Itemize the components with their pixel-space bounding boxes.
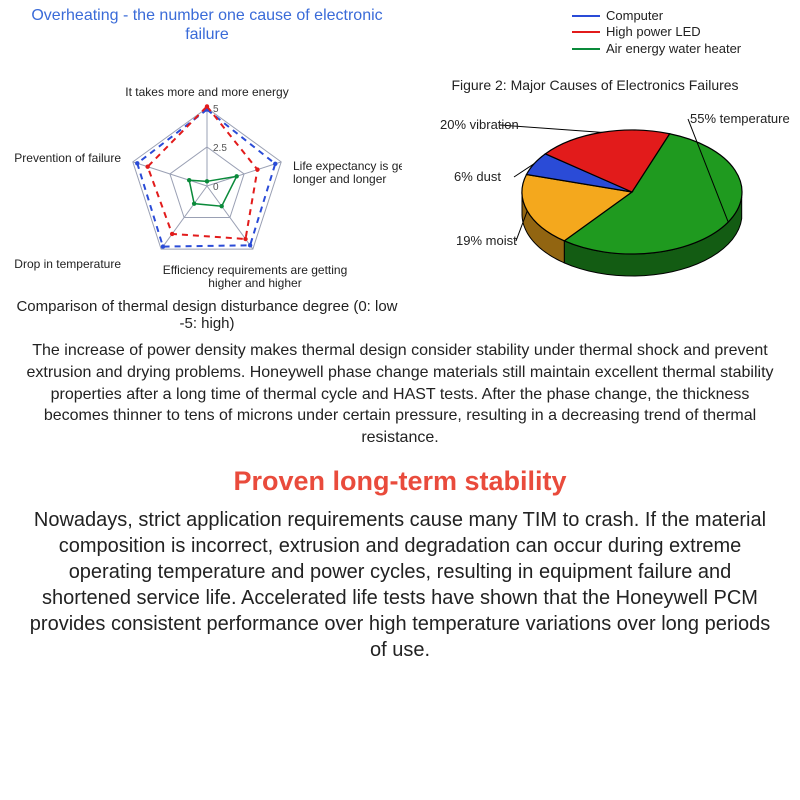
pie-slice-label: 55% temperature — [690, 111, 790, 126]
headline: Proven long-term stability — [0, 466, 800, 497]
svg-text:2.5: 2.5 — [213, 143, 227, 154]
pie-slice-label: 20% vibration — [440, 117, 519, 132]
pie-slice-label: 19% moist — [456, 233, 517, 248]
pie-chart: 55% temperature19% moist6% dust20% vibra… — [402, 97, 782, 287]
radar-axis-label: Life expectancy is getting longer and lo… — [293, 160, 402, 186]
legend: ComputerHigh power LEDAir energy water h… — [402, 6, 788, 57]
radar-axis-label: Efficiency requirements are getting high… — [160, 264, 350, 290]
paragraph-2: Nowadays, strict application requirement… — [0, 507, 800, 663]
radar-caption: Comparison of thermal design disturbance… — [12, 298, 402, 332]
radar-axis-label: Prevention of failure — [12, 152, 121, 165]
legend-label: Air energy water heater — [606, 41, 741, 57]
legend-label: High power LED — [606, 24, 701, 40]
radar-chart: 02.55It takes more and more energyLife e… — [12, 46, 402, 296]
svg-text:0: 0 — [213, 182, 219, 193]
pie-slice-label: 6% dust — [454, 169, 501, 184]
radar-axis-label: Drop in temperature — [12, 258, 121, 271]
pie-title: Figure 2: Major Causes of Electronics Fa… — [402, 77, 788, 93]
legend-swatch — [572, 31, 600, 33]
radar-title: Overheating - the number one cause of el… — [12, 6, 402, 44]
legend-swatch — [572, 48, 600, 50]
legend-item: Air energy water heater — [572, 41, 788, 57]
legend-label: Computer — [606, 8, 663, 24]
radar-axis-label: It takes more and more energy — [107, 86, 307, 99]
paragraph-1: The increase of power density makes ther… — [0, 332, 800, 452]
legend-item: High power LED — [572, 24, 788, 40]
legend-item: Computer — [572, 8, 788, 24]
legend-swatch — [572, 15, 600, 17]
